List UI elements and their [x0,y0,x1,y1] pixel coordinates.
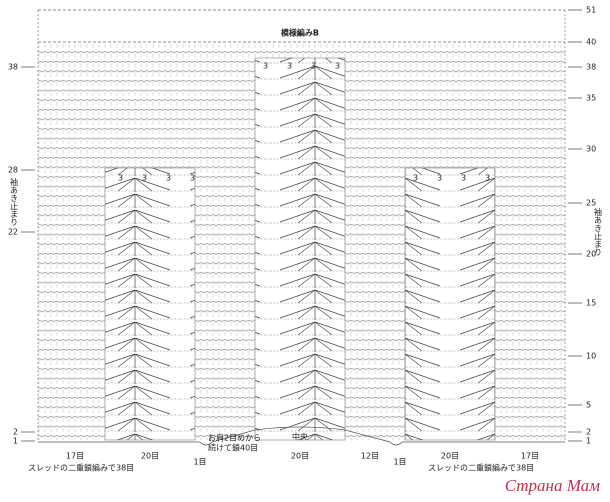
stitch-label: 3 [437,174,442,183]
stitch-label: 3 [335,62,340,71]
row-number: 38 [586,63,596,72]
stitch-label: 3 [287,62,292,71]
row-number: 22 [8,228,18,237]
shoulder-note: お肩2目めから [208,433,261,443]
stitch-label: 3 [413,174,418,183]
foundation-note: スレッドの二重鎖編みで38目 [428,463,534,473]
row-number: 2 [13,428,18,437]
row-number: 1 [586,437,591,446]
row-number: 5 [586,401,591,410]
stitch-label: 3 [190,174,195,183]
stitch-note: 1目 [193,458,206,467]
row-number: 25 [586,199,596,208]
row-number: 15 [586,299,596,308]
row-number: 35 [586,94,596,103]
row-number: 38 [8,63,18,72]
row-number: 1 [13,437,18,446]
watermark: Страна Мам [505,476,600,495]
shoulder-note: 続けて鎖40目 [208,443,258,453]
stitch-count: 12目 [361,452,379,461]
row-number: 20 [586,250,596,259]
stitch-count: 20目 [291,452,309,461]
row-number: 40 [586,38,596,47]
row-number: 51 [586,6,596,15]
side-note: 袖あき止まり [594,207,603,256]
stitch-label: 3 [263,62,268,71]
stitch-label: 3 [311,62,316,71]
row-number: 10 [586,352,596,361]
leaf-column [254,57,346,441]
stitch-label: 3 [142,174,147,183]
row-number: 2 [586,428,591,437]
stitch-count: 17目 [521,452,539,461]
stitch-count: 17目 [66,452,84,461]
leaf-column [104,167,196,441]
stitch-note: 1目 [393,458,406,467]
stitch-label: 3 [166,174,171,183]
stitch-count: 20目 [441,452,459,461]
foundation-chain [38,426,565,446]
row-number: 30 [586,145,596,154]
row-number: 28 [8,166,18,175]
foundation-note: スレッドの二重鎖編みで38目 [28,463,134,473]
stitch-label: 3 [461,174,466,183]
stitch-count: 20目 [141,452,159,461]
stitch-label: 3 [485,174,490,183]
chart-title: 模様編みB [281,28,319,38]
side-note: 袖あき止まり [10,177,19,226]
stitch-label: 3 [118,174,123,183]
leaf-column [404,167,496,441]
center-label: 中央 [292,432,308,442]
